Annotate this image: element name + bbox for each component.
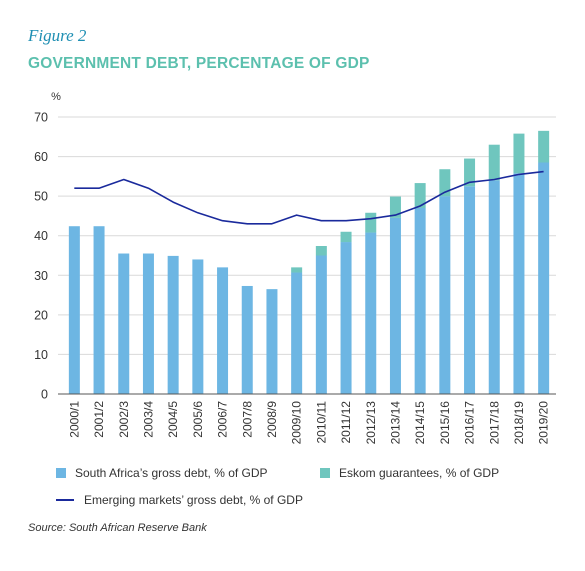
figure-label: Figure 2	[28, 26, 87, 45]
x-tick-label: 2011/12	[339, 401, 353, 444]
x-tick-label: 2012/13	[364, 401, 378, 445]
bar-sa-debt	[241, 285, 253, 394]
bar-sa-debt	[439, 196, 451, 394]
x-tick-label: 2002/3	[117, 401, 131, 438]
x-tick-label: 2006/7	[216, 401, 230, 438]
bar-sa-debt	[365, 232, 377, 394]
legend-item-em-debt: Emerging markets’ gross debt, % of GDP	[56, 493, 303, 507]
y-tick-label: 0	[41, 388, 48, 402]
bar-sa-debt	[118, 253, 130, 394]
bar-sa-debt	[538, 162, 550, 394]
bar-eskom-guarantee	[291, 267, 303, 273]
bar-eskom-guarantee	[439, 169, 451, 197]
source-note: Source: South African Reserve Bank	[28, 522, 207, 534]
x-tick-label: 2004/5	[166, 401, 180, 438]
bar-sa-debt	[142, 253, 154, 394]
y-tick-label: 20	[34, 308, 48, 322]
bar-sa-debt	[464, 186, 476, 394]
bar-sa-debt	[167, 255, 179, 394]
eskom-swatch	[320, 468, 330, 478]
x-tick-label: 2018/19	[512, 401, 526, 445]
x-tick-label: 2017/18	[487, 401, 501, 445]
x-tick-label: 2016/17	[463, 401, 477, 445]
y-axis-unit-label: %	[51, 91, 61, 103]
x-tick-label: 2019/20	[537, 401, 551, 445]
bar-eskom-guarantee	[464, 158, 476, 187]
y-tick-label: 40	[34, 229, 48, 243]
bar-eskom-guarantee	[488, 144, 500, 181]
x-tick-label: 2001/2	[92, 401, 106, 438]
bar-sa-debt	[266, 289, 278, 394]
x-tick-label: 2015/16	[438, 401, 452, 445]
legend-label-eskom: Eskom guarantees, % of GDP	[339, 466, 500, 480]
x-tick-label: 2013/14	[388, 401, 402, 445]
y-tick-label: 30	[34, 269, 48, 283]
y-tick-label: 60	[34, 150, 48, 164]
legend-item-sa-debt: South Africa’s gross debt, % of GDP	[56, 466, 268, 480]
bar-sa-debt	[389, 217, 401, 394]
x-tick-label: 2009/10	[290, 401, 304, 445]
chart-area: 0 10 20 30 40 50 60 70% 2000/1 2001/2 2002/3 2003/4…	[34, 91, 556, 445]
bar-eskom-guarantee	[414, 183, 426, 209]
x-tick-label: 2014/15	[413, 401, 427, 445]
bar-sa-debt	[340, 242, 352, 394]
bar-sa-debt	[414, 208, 426, 394]
bar-sa-debt	[488, 180, 500, 394]
bar-eskom-guarantee	[315, 246, 327, 256]
bar-sa-debt	[513, 173, 525, 394]
x-tick-label: 2010/11	[314, 401, 328, 444]
x-tick-label: 2003/4	[141, 401, 155, 438]
bar-eskom-guarantee	[340, 231, 352, 243]
y-tick-label: 10	[34, 348, 48, 362]
bar-sa-debt	[217, 267, 229, 394]
legend-label-sa-debt: South Africa’s gross debt, % of GDP	[75, 466, 268, 480]
x-tick-label: 2008/9	[265, 401, 279, 438]
bar-sa-debt	[93, 226, 105, 394]
legend-label-em-debt: Emerging markets’ gross debt, % of GDP	[84, 493, 303, 507]
sa-debt-swatch	[56, 468, 66, 478]
bar-eskom-guarantee	[389, 196, 401, 218]
bar-sa-debt	[192, 259, 204, 394]
legend-item-eskom: Eskom guarantees, % of GDP	[320, 466, 499, 480]
y-tick-label: 50	[34, 190, 48, 204]
x-tick-label: 2000/1	[67, 401, 81, 438]
bar-eskom-guarantee	[365, 212, 377, 233]
bar-sa-debt	[68, 226, 80, 394]
chart-title: GOVERNMENT DEBT, PERCENTAGE OF GDP	[28, 55, 370, 72]
y-tick-label: 70	[34, 111, 48, 125]
line-em-debt	[74, 170, 544, 225]
bar-sa-debt	[315, 255, 327, 394]
em-debt-swatch	[56, 499, 74, 501]
bar-sa-debt	[291, 272, 303, 394]
x-tick-label: 2007/8	[240, 401, 254, 438]
x-tick-label: 2005/6	[191, 401, 205, 438]
bar-eskom-guarantee	[538, 130, 550, 163]
bar-eskom-guarantee	[513, 133, 525, 174]
